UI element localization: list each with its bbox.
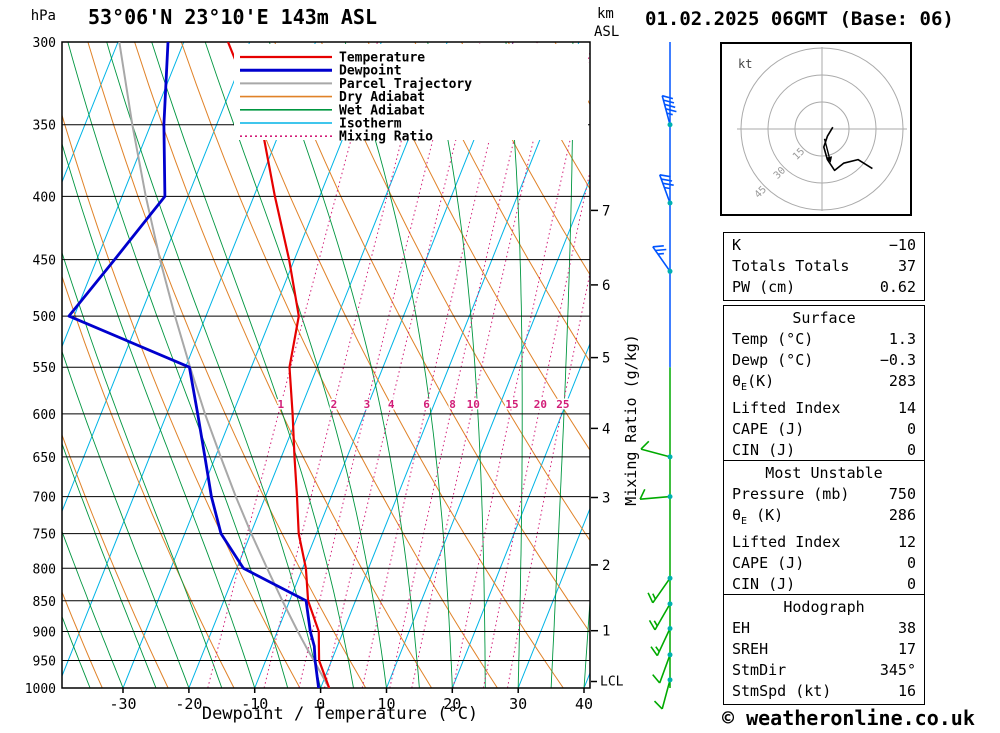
km-tick-label: 4 — [602, 421, 610, 437]
legend-label: Mixing Ratio — [339, 130, 433, 145]
stats-table-hodograph: Hodograph EH 38 SREH 17 StmDir 345° StmSpd (kt)… — [723, 594, 925, 705]
svg-text:1: 1 — [277, 398, 284, 411]
pressure-tick-label: 350 — [33, 119, 56, 134]
svg-text:4: 4 — [388, 398, 395, 411]
stat-row: θE(K) 283 — [732, 372, 916, 393]
datetime-title: 01.02.2025 06GMT (Base: 06) — [645, 8, 954, 30]
stat-row: StmDir 345° — [732, 661, 916, 679]
pressure-tick-label: 500 — [33, 310, 56, 325]
legend-label: Dewpoint — [339, 64, 402, 79]
svg-text:10: 10 — [467, 398, 480, 411]
svg-text:6: 6 — [423, 398, 430, 411]
stat-row: StmSpd (kt) 16 — [732, 682, 916, 700]
pressure-tick-label: 400 — [33, 190, 56, 205]
stat-row: Pressure (mb) 750 — [732, 485, 916, 503]
km-tick-label: 1 — [602, 624, 610, 640]
stats-table-surface: Surface Temp (°C) 1.3 Dewp (°C) −0.3 θE(K) 283… — [723, 305, 925, 464]
pressure-tick-label: 300 — [33, 36, 56, 51]
sounding-profiles — [67, 42, 331, 688]
hodograph-panel: 15 30 45 kt — [720, 42, 912, 216]
svg-text:20: 20 — [534, 398, 547, 411]
legend-label: Temperature — [339, 51, 425, 66]
pressure-tick-label: 750 — [33, 528, 56, 543]
legend-label: Parcel Trajectory — [339, 77, 472, 92]
stat-row: Dewp (°C) −0.3 — [732, 351, 916, 369]
hodograph-unit-label: kt — [738, 57, 752, 71]
pressure-tick-label: 450 — [33, 254, 56, 269]
svg-text:15: 15 — [505, 398, 518, 411]
stats-section-title: Most Unstable — [765, 464, 883, 482]
hodograph-ring-label: 45 — [753, 184, 769, 200]
stat-row: PW (cm) 0.62 — [732, 278, 916, 296]
pressure-tick-label: 600 — [33, 408, 56, 423]
km-tick-label: 5 — [602, 351, 610, 367]
km-tick-label: 6 — [602, 278, 610, 294]
pressure-tick-label: 850 — [33, 595, 56, 610]
wind-barb-column — [639, 42, 677, 710]
stat-row: Temp (°C) 1.3 — [732, 330, 916, 348]
asl-label: ASL — [594, 24, 619, 40]
hodograph-ring-label: 15 — [791, 146, 807, 162]
hodograph-ring-label: 30 — [772, 165, 788, 181]
lcl-label: LCL — [600, 675, 624, 690]
x-tick-label: -30 — [109, 695, 136, 713]
station-title: 53°06'N 23°10'E 143m ASL — [88, 5, 377, 29]
x-tick-label: 20 — [443, 695, 461, 713]
x-tick-label: 40 — [575, 695, 593, 713]
stat-row: EH 38 — [732, 619, 916, 637]
pressure-tick-label: 700 — [33, 491, 56, 506]
mixing-ratio-axis-label: Mixing Ratio (g/kg) — [622, 334, 640, 506]
stat-row: K −10 — [732, 236, 916, 254]
stats-table-most-unstable: Most Unstable Pressure (mb) 750 θE (K) 286 Li… — [723, 460, 925, 598]
pressure-tick-label: 550 — [33, 361, 56, 376]
pressure-tick-label: 1000 — [25, 682, 56, 697]
stats-section-title: Surface — [792, 309, 856, 327]
svg-text:3: 3 — [364, 398, 371, 411]
km-tick-label: 3 — [602, 490, 610, 506]
stat-row: CAPE (J) 0 — [732, 420, 916, 438]
stats-section-title: Hodograph — [783, 598, 865, 616]
legend-label: Isotherm — [339, 117, 402, 132]
profile-parcel-trajectory — [118, 42, 331, 688]
x-axis-label: Dewpoint / Temperature (°C) — [202, 704, 478, 724]
stat-row: Totals Totals 37 — [732, 257, 916, 275]
plot-border — [61, 41, 591, 689]
mixing-ratio-labels: 1 2 3 4 6 8 10 15 20 25 — [276, 396, 571, 412]
legend-label: Wet Adiabat — [339, 103, 425, 118]
stat-row: Lifted Index 12 — [732, 533, 916, 551]
svg-text:8: 8 — [449, 398, 456, 411]
stat-row: CAPE (J) 0 — [732, 554, 916, 572]
stat-row: SREH 17 — [732, 640, 916, 658]
km-tick-label: 7 — [602, 203, 610, 219]
stat-row: CIN (J) 0 — [732, 575, 916, 593]
hodograph-trace — [823, 126, 873, 172]
pressure-tick-label: 950 — [33, 654, 56, 669]
pressure-unit-label: hPa — [31, 8, 56, 24]
x-tick-label: -20 — [175, 695, 202, 713]
x-tick-label: -10 — [241, 695, 268, 713]
stats-table-indices: K −10 Totals Totals 37 PW (cm) 0.62 — [723, 232, 925, 301]
x-tick-label: 10 — [377, 695, 395, 713]
profile-temperature — [226, 42, 331, 688]
profile-dewpoint — [67, 42, 320, 688]
stat-row: θE (K) 286 — [732, 506, 916, 527]
svg-text:25: 25 — [556, 398, 569, 411]
pressure-tick-label: 650 — [33, 451, 56, 466]
svg-text:2: 2 — [331, 398, 338, 411]
copyright[interactable]: © weatheronline.co.uk — [722, 706, 975, 730]
pressure-tick-label: 900 — [33, 625, 56, 640]
pressure-tick-label: 800 — [33, 562, 56, 577]
x-tick-label: 0 — [316, 695, 325, 713]
stat-row: CIN (J) 0 — [732, 441, 916, 459]
stat-row: Lifted Index 14 — [732, 399, 916, 417]
km-label: km — [597, 6, 614, 22]
legend-label: Dry Adiabat — [339, 90, 425, 105]
storm-motion-arrow — [826, 156, 833, 163]
x-tick-label: 30 — [509, 695, 527, 713]
km-tick-label: 2 — [602, 558, 610, 574]
